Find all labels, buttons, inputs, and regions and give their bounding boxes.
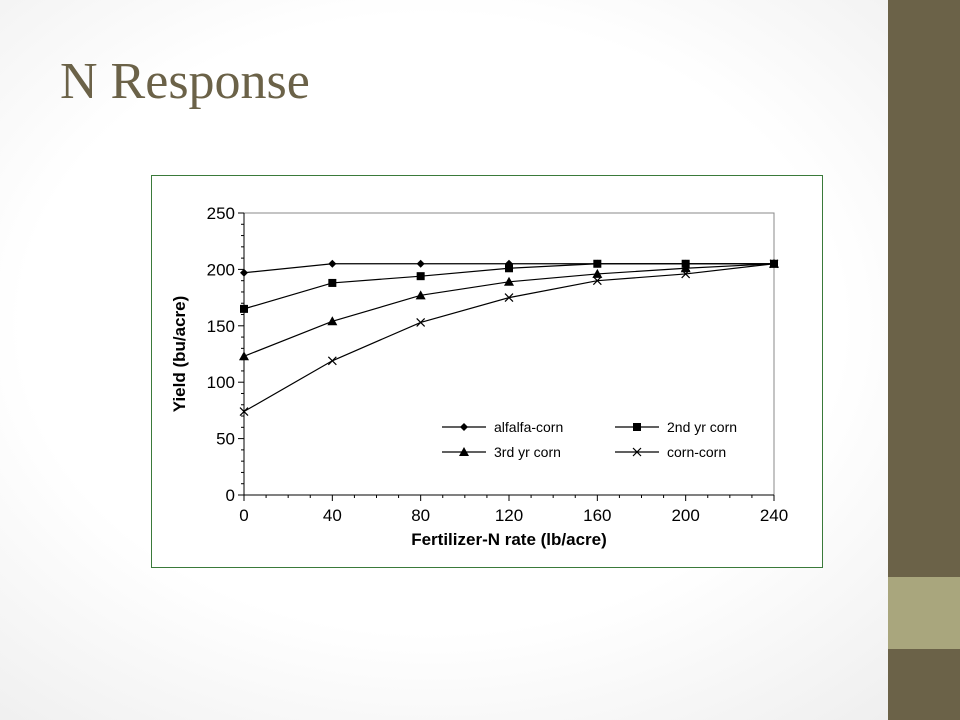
square-marker: [633, 423, 641, 431]
legend-label: 2nd yr corn: [667, 419, 737, 435]
square-marker: [505, 264, 513, 273]
y-tick-label: 250: [207, 204, 235, 223]
y-tick-label: 200: [207, 260, 235, 279]
diamond-marker: [460, 423, 468, 431]
x-tick-label: 240: [760, 506, 788, 525]
x-marker: [327, 356, 337, 366]
x-tick-label: 0: [239, 506, 248, 525]
triangle-marker: [459, 447, 469, 456]
triangle-marker: [415, 290, 426, 300]
x-tick-label: 160: [583, 506, 611, 525]
x-tick-label: 200: [671, 506, 699, 525]
y-axis-ticks: 0 50 100 150 200 250: [207, 204, 245, 505]
legend-item: alfalfa-corn: [442, 419, 563, 435]
square-marker: [416, 272, 425, 281]
diamond-marker: [416, 259, 425, 268]
legend-label: 3rd yr corn: [494, 444, 561, 460]
triangle-marker: [504, 276, 514, 286]
chart-frame: 0 40 80 120 160 200 240 0 50 100 150 200 250 alfalf…: [151, 175, 823, 568]
diamond-marker: [240, 268, 248, 277]
triangle-marker: [592, 268, 603, 278]
diamond-marker: [328, 259, 337, 268]
x-tick-label: 80: [411, 506, 430, 525]
x-marker: [239, 407, 249, 416]
slide-title: N Response: [60, 53, 310, 110]
y-tick-label: 100: [207, 373, 235, 392]
side-accent-block: [888, 577, 960, 649]
triangle-marker: [680, 263, 691, 273]
x-marker: [416, 317, 426, 327]
square-marker: [593, 259, 602, 268]
y-tick-label: 150: [207, 317, 235, 336]
x-marker: [632, 447, 642, 457]
x-marker: [769, 259, 779, 269]
y-axis-label: Yield (bu/acre): [170, 296, 189, 413]
x-marker: [681, 269, 691, 279]
series-corn-corn: [239, 259, 779, 416]
x-marker: [504, 293, 514, 303]
triangle-marker: [239, 351, 249, 361]
x-axis-ticks: 0 40 80 120 160 200 240: [239, 494, 788, 525]
legend-item: 3rd yr corn: [442, 444, 561, 460]
y-tick-label: 50: [216, 430, 235, 449]
series-layer: [239, 258, 779, 416]
x-marker: [592, 276, 602, 286]
legend-item: corn-corn: [615, 444, 726, 460]
triangle-marker: [327, 316, 338, 326]
diamond-marker: [505, 259, 513, 268]
x-tick-label: 120: [495, 506, 523, 525]
x-axis-label: Fertilizer-N rate (lb/acre): [411, 530, 607, 549]
y-tick-label: 0: [226, 486, 235, 505]
legend-item: 2nd yr corn: [615, 419, 737, 435]
legend: alfalfa-corn 2nd yr corn 3rd yr corn corn-c…: [442, 419, 737, 460]
legend-label: alfalfa-corn: [494, 419, 563, 435]
square-marker: [240, 304, 248, 313]
series-3rd-yr-corn: [239, 258, 779, 361]
line-chart: 0 40 80 120 160 200 240 0 50 100 150 200 250 alfalf…: [170, 204, 788, 549]
square-marker: [328, 278, 337, 287]
legend-label: corn-corn: [667, 444, 726, 460]
x-tick-label: 40: [323, 506, 342, 525]
